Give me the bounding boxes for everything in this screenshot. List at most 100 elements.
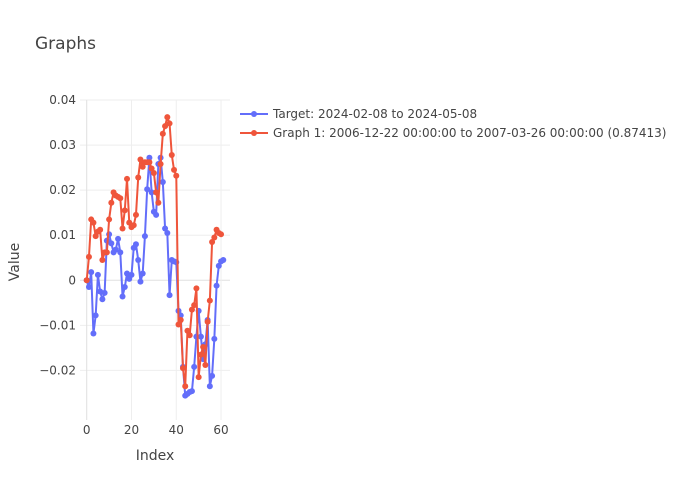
data-point[interactable] — [204, 318, 211, 325]
data-point[interactable] — [137, 156, 144, 163]
data-point[interactable] — [99, 296, 106, 303]
data-point[interactable] — [108, 240, 115, 247]
data-point[interactable] — [164, 229, 171, 236]
data-point[interactable] — [101, 289, 108, 296]
data-point[interactable] — [124, 175, 131, 182]
data-point[interactable] — [92, 312, 99, 319]
data-point[interactable] — [220, 257, 227, 263]
data-point[interactable] — [195, 374, 202, 381]
legend-item[interactable]: Graph 1: 2006-12-22 00:00:00 to 2007-03-… — [240, 126, 667, 140]
x-tick-label: 40 — [169, 423, 184, 437]
data-point[interactable] — [211, 335, 218, 342]
legend-label: Target: 2024-02-08 to 2024-05-08 — [272, 107, 477, 121]
data-point[interactable] — [108, 199, 115, 206]
data-point[interactable] — [175, 321, 182, 328]
data-point[interactable] — [119, 225, 126, 232]
data-point[interactable] — [213, 282, 220, 289]
data-point[interactable] — [99, 257, 106, 263]
x-tick-label: 0 — [83, 423, 91, 437]
data-point[interactable] — [166, 292, 173, 299]
data-point[interactable] — [182, 383, 189, 390]
data-point[interactable] — [135, 257, 142, 263]
data-point[interactable] — [130, 222, 137, 229]
data-point[interactable] — [83, 277, 90, 284]
data-point[interactable] — [164, 114, 171, 121]
data-point[interactable] — [188, 306, 195, 313]
data-point[interactable] — [97, 226, 104, 233]
data-point[interactable] — [171, 166, 178, 173]
data-point[interactable] — [186, 332, 193, 339]
data-point[interactable] — [128, 271, 135, 278]
data-point[interactable] — [177, 316, 184, 323]
data-point[interactable] — [146, 159, 153, 166]
data-point[interactable] — [188, 388, 195, 395]
data-point[interactable] — [148, 189, 155, 196]
data-point[interactable] — [155, 199, 162, 206]
data-point[interactable] — [159, 179, 166, 186]
data-point[interactable] — [121, 284, 128, 291]
data-point[interactable] — [197, 333, 204, 340]
data-point[interactable] — [168, 151, 175, 158]
data-point[interactable] — [119, 293, 126, 300]
data-point[interactable] — [92, 233, 99, 240]
data-point[interactable] — [200, 343, 207, 350]
data-point[interactable] — [206, 297, 213, 304]
data-point[interactable] — [115, 235, 122, 242]
data-point[interactable] — [150, 170, 157, 177]
data-point[interactable] — [197, 351, 204, 358]
data-point[interactable] — [191, 363, 198, 370]
data-point[interactable] — [162, 123, 169, 130]
data-point[interactable] — [211, 234, 218, 241]
data-point[interactable] — [193, 285, 200, 292]
data-point[interactable] — [191, 302, 198, 309]
x-axis-title: Index — [136, 448, 175, 464]
y-tick-label: −0.01 — [39, 318, 76, 332]
data-point[interactable] — [209, 238, 216, 245]
data-point[interactable] — [90, 330, 97, 337]
data-point[interactable] — [137, 278, 144, 285]
data-point[interactable] — [218, 231, 225, 238]
data-point[interactable] — [121, 207, 128, 214]
data-point[interactable] — [206, 383, 213, 390]
legend-item[interactable]: Target: 2024-02-08 to 2024-05-08 — [240, 107, 477, 121]
data-point[interactable] — [139, 270, 146, 277]
data-point[interactable] — [173, 172, 180, 179]
data-point[interactable] — [202, 362, 209, 369]
data-point[interactable] — [153, 189, 160, 196]
x-tick-label: 60 — [213, 423, 228, 437]
data-point[interactable] — [132, 241, 139, 248]
data-point[interactable] — [141, 233, 148, 240]
data-point[interactable] — [94, 271, 101, 278]
y-tick-label: 0.04 — [49, 93, 76, 107]
data-point[interactable] — [106, 216, 113, 223]
y-tick-label: 0 — [68, 273, 76, 287]
data-point[interactable] — [179, 365, 186, 372]
data-point[interactable] — [159, 130, 166, 137]
data-point[interactable] — [90, 219, 97, 226]
data-point[interactable] — [117, 195, 124, 202]
data-point[interactable] — [132, 211, 139, 218]
y-tick-label: 0.02 — [49, 183, 76, 197]
data-point[interactable] — [153, 211, 160, 218]
data-point[interactable] — [146, 154, 153, 161]
data-point[interactable] — [157, 161, 164, 167]
data-point[interactable] — [117, 249, 124, 256]
data-point[interactable] — [144, 186, 151, 193]
data-point[interactable] — [135, 174, 142, 181]
data-point[interactable] — [112, 246, 119, 253]
legend-label: Graph 1: 2006-12-22 00:00:00 to 2007-03-… — [273, 126, 667, 140]
data-point[interactable] — [103, 249, 110, 256]
legend[interactable]: Target: 2024-02-08 to 2024-05-08 Graph 1:… — [240, 107, 667, 140]
data-point[interactable] — [85, 253, 92, 260]
data-point[interactable] — [184, 327, 191, 334]
data-point[interactable] — [126, 219, 133, 226]
data-point[interactable] — [215, 262, 222, 269]
data-point[interactable] — [148, 165, 155, 172]
data-point[interactable] — [139, 163, 146, 170]
data-point[interactable] — [209, 372, 216, 379]
data-point[interactable] — [162, 225, 169, 232]
series-layer — [83, 114, 227, 399]
data-point[interactable] — [85, 284, 92, 291]
data-point[interactable] — [166, 120, 173, 127]
data-point[interactable] — [88, 269, 95, 276]
